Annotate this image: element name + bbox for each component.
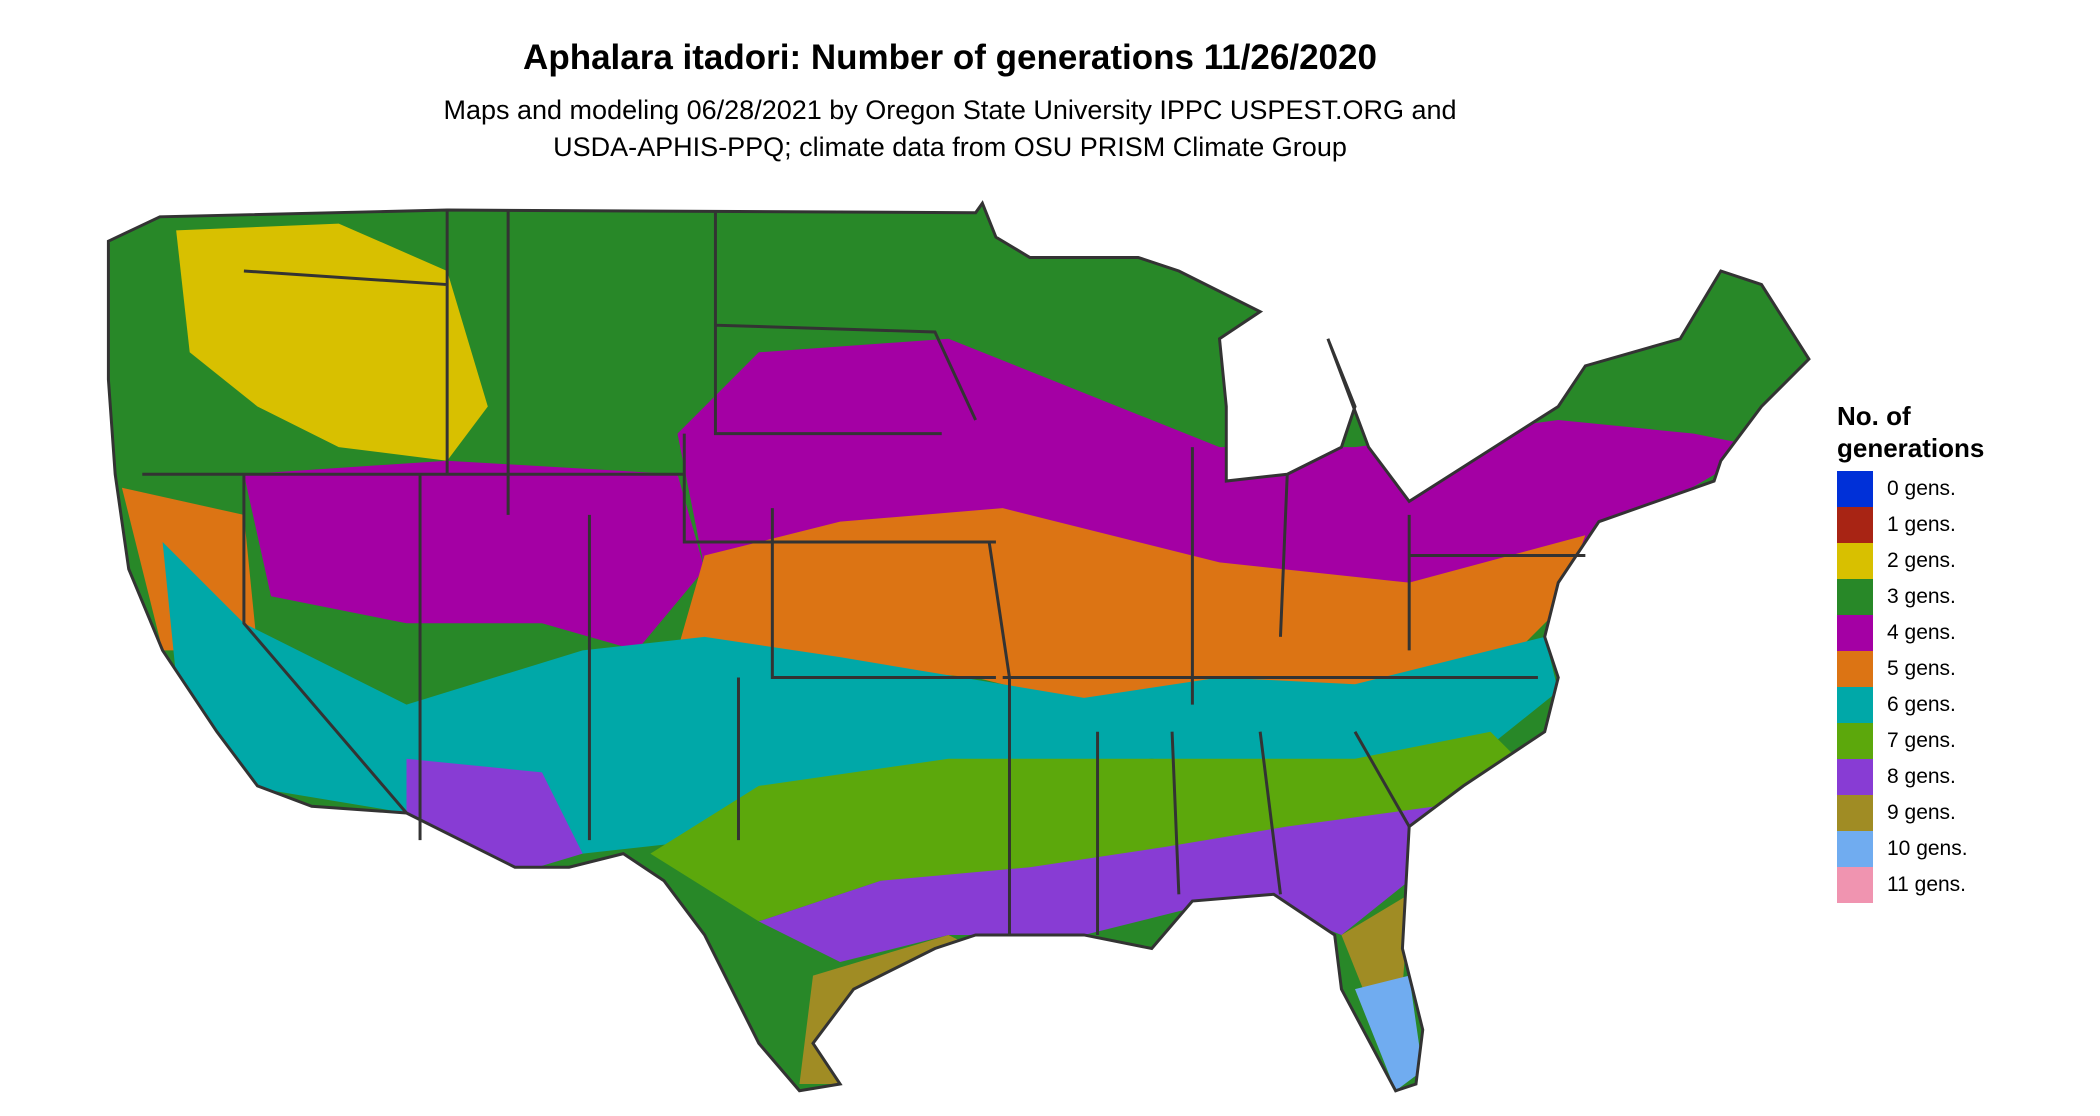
legend-label: 7 gens. [1887, 729, 1956, 752]
state-borders [106, 201, 1811, 1093]
map-subtitle-line-2: USDA-APHIS-PPQ; climate data from OSU PR… [553, 132, 1347, 162]
legend-swatch [1837, 579, 1873, 615]
legend: No. of generations 0 gens. 1 gens. 2 gens.… [1837, 400, 1984, 903]
generation-zone-10 [1355, 975, 1423, 1091]
legend-item: 6 gens. [1837, 687, 1984, 723]
legend-swatch [1837, 471, 1873, 507]
legend-swatch [1837, 507, 1873, 543]
legend-item: 0 gens. [1837, 471, 1984, 507]
generation-zone-7 [650, 731, 1518, 922]
generation-zone-9 [1341, 894, 1410, 1003]
legend-item: 8 gens. [1837, 759, 1984, 795]
legend-label: 4 gens. [1887, 621, 1956, 644]
legend-item: 3 gens. [1837, 579, 1984, 615]
legend-swatch [1837, 723, 1873, 759]
legend-label: 0 gens. [1887, 477, 1956, 500]
legend-swatch [1837, 651, 1873, 687]
legend-item: 10 gens. [1837, 831, 1984, 867]
legend-item: 7 gens. [1837, 723, 1984, 759]
legend-item: 4 gens. [1837, 615, 1984, 651]
map-title: Aphalara itadori: Number of generations … [523, 38, 1377, 77]
generation-zone-4 [677, 338, 1762, 597]
legend-item: 1 gens. [1837, 507, 1984, 543]
legend-item: 2 gens. [1837, 543, 1984, 579]
legend-label: 11 gens. [1887, 873, 1967, 896]
legend-label: 10 gens. [1887, 837, 1968, 860]
legend-item: 5 gens. [1837, 651, 1984, 687]
legend-swatch [1837, 687, 1873, 723]
legend-title-line-2: generations [1837, 433, 1985, 463]
legend-swatch [1837, 759, 1873, 795]
legend-swatch [1837, 543, 1873, 579]
legend-label: 2 gens. [1887, 549, 1956, 572]
legend-label: 3 gens. [1887, 585, 1956, 608]
legend-item: 11 gens. [1837, 867, 1984, 903]
legend-label: 1 gens. [1887, 513, 1956, 536]
map-subtitle-line-1: Maps and modeling 06/28/2021 by Oregon S… [443, 95, 1457, 125]
legend-label: 9 gens. [1887, 801, 1956, 824]
legend-label: 6 gens. [1887, 693, 1956, 716]
generation-zone-8 [406, 758, 583, 874]
legend-label: 8 gens. [1887, 765, 1956, 788]
legend-label: 5 gens. [1887, 657, 1956, 680]
generation-zone-5 [677, 508, 1586, 705]
legend-swatch [1837, 831, 1873, 867]
legend-item: 9 gens. [1837, 795, 1984, 831]
legend-title: No. of generations [1837, 400, 1984, 464]
legend-swatch [1837, 615, 1873, 651]
legend-swatch [1837, 867, 1873, 903]
legend-title-line-1: No. of [1837, 401, 1911, 431]
legend-swatch [1837, 795, 1873, 831]
